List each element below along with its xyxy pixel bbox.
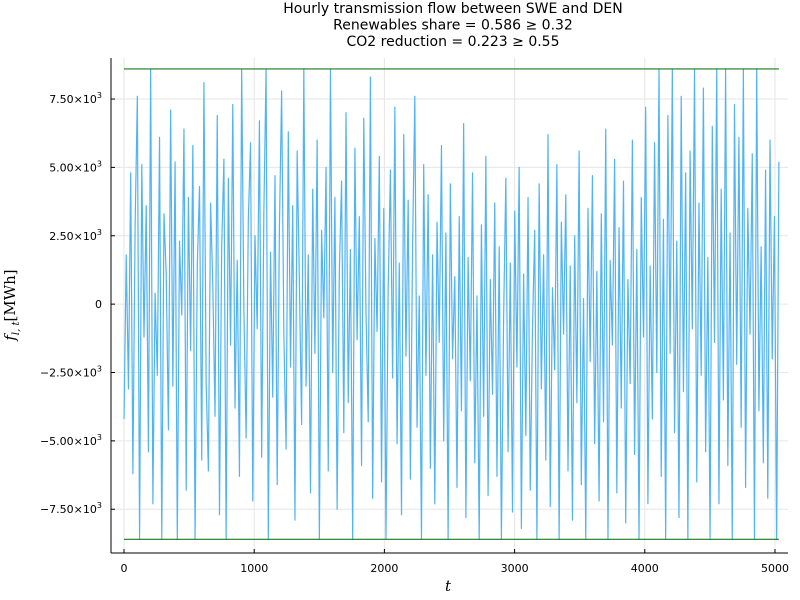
limit-lines: [124, 68, 779, 540]
chart-title-line: Hourly transmission flow between SWE and…: [283, 1, 622, 17]
data-series: [123, 68, 780, 540]
x-tick-label: 5000: [761, 562, 789, 575]
y-axis-label-subscript: l, t: [11, 321, 22, 336]
y-tick-label: −7.50×103: [40, 501, 102, 516]
y-tick-label: 2.50×103: [49, 228, 102, 243]
y-tick-label: −5.00×103: [40, 433, 102, 448]
x-tick-label: 0: [121, 562, 128, 575]
y-tick-label: 0: [95, 298, 102, 311]
y-axis-label: fl, t[MWh]: [1, 269, 22, 341]
y-axis-label-unit: [MWh]: [1, 269, 19, 321]
chart-title: Hourly transmission flow between SWE and…: [283, 1, 622, 50]
series-line: [123, 68, 780, 540]
x-tick-labels: 0 1000 2000 3000 4000 5000: [121, 549, 789, 575]
x-tick-label: 4000: [631, 562, 659, 575]
y-tick-label: −2.50×103: [40, 365, 102, 380]
x-tick-label: 2000: [370, 562, 398, 575]
axes-frame: [110, 58, 788, 554]
y-tick-label: 5.00×103: [49, 159, 102, 174]
svg-text:fl, t[MWh]: fl, t[MWh]: [1, 269, 22, 341]
y-tick-label: 7.50×103: [49, 91, 102, 106]
x-tick-label: 3000: [501, 562, 529, 575]
x-tick-label: 1000: [240, 562, 268, 575]
y-tick-labels: 7.50×103 5.00×103 2.50×103 0 −2.50×103 −5.00×…: [40, 91, 115, 516]
x-axis-label: t: [445, 577, 452, 595]
chart-title-line: Renewables share = 0.586 ≥ 0.32: [333, 18, 573, 34]
chart-title-line: CO2 reduction = 0.223 ≥ 0.55: [346, 34, 559, 50]
y-axis-label-symbol: f: [1, 333, 19, 342]
